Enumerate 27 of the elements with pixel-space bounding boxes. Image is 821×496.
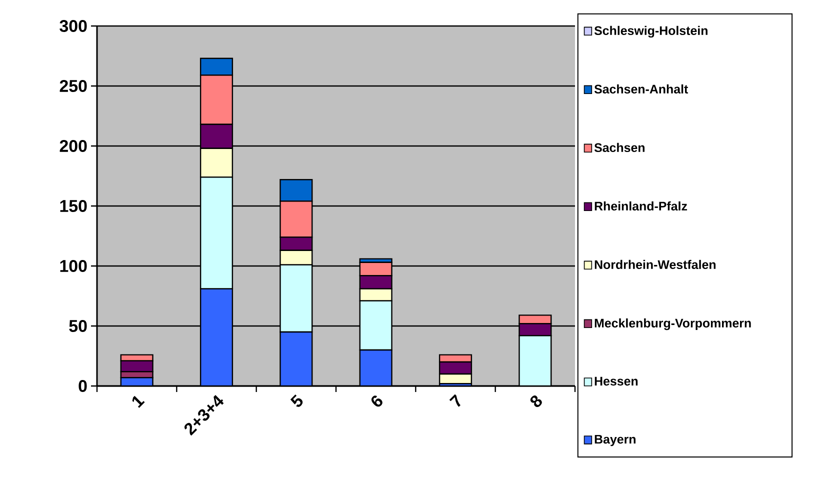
x-tick-label: 6 — [371, 396, 382, 407]
x-tick-label: 1 — [132, 396, 145, 408]
y-tick-label: 300 — [60, 20, 87, 32]
legend-label: Bayern — [594, 434, 636, 446]
y-tick-label: 0 — [78, 380, 87, 392]
y-tick-label: 100 — [60, 260, 87, 272]
legend-label: Mecklenburg-Vorpommern — [594, 318, 751, 330]
bar — [200, 176, 234, 290]
legend-label: Schleswig-Holstein — [594, 26, 708, 38]
y-tick-label: 200 — [60, 140, 87, 152]
x-tick-label: 5 — [290, 394, 303, 407]
bar — [518, 335, 552, 386]
legend-label: Sachsen-Anhalt — [594, 84, 688, 94]
x-tick-label: 7 — [449, 394, 461, 407]
y-tick-label: 50 — [69, 320, 87, 332]
legend-label: Nordrhein-Westfalen — [594, 260, 716, 270]
legend-label: Hessen — [594, 376, 638, 386]
legend-label: Sachsen — [594, 142, 644, 152]
bar — [359, 349, 392, 386]
bar — [280, 264, 313, 333]
bar — [280, 331, 313, 386]
y-tick-label: 150 — [60, 200, 87, 212]
y-tick-label: 250 — [60, 80, 87, 92]
bar — [359, 300, 392, 351]
bar — [200, 288, 234, 386]
legend-label: Rheinland-Pfalz — [594, 201, 688, 211]
x-tick-label: 8 — [530, 396, 542, 408]
